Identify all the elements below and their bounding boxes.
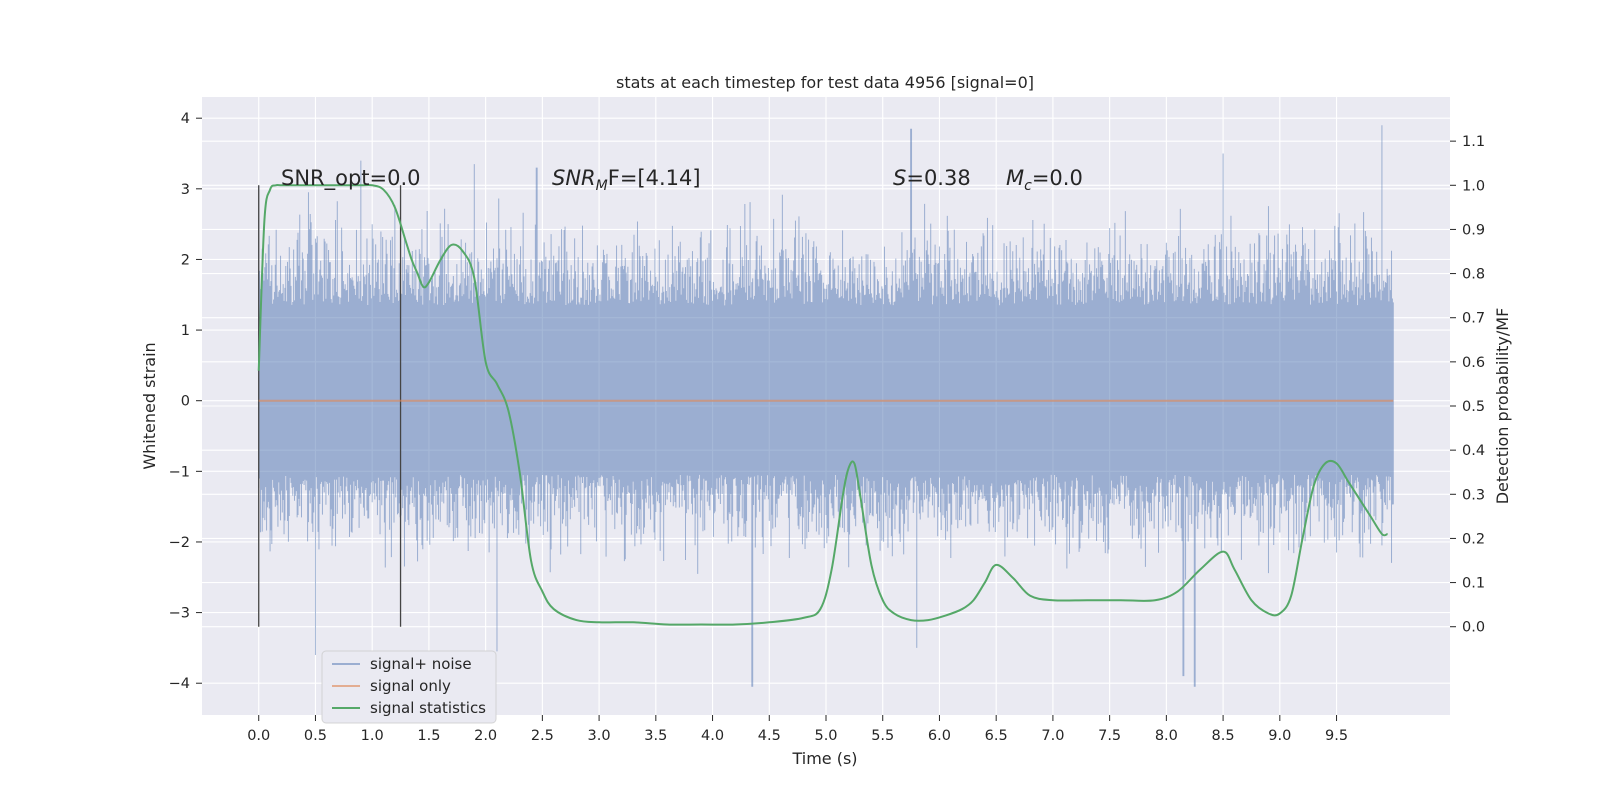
legend: signal+ noise signal only signal statist… — [321, 650, 497, 724]
x-tick-label-15: 7.5 — [1098, 728, 1121, 744]
vertical-markers — [258, 185, 402, 627]
y-tick-label-left-6: −2 — [169, 535, 190, 551]
y-tick-label-right-6: 0.5 — [1462, 399, 1485, 415]
x-tick-label-11: 5.5 — [871, 728, 894, 744]
x-tick-label-5: 2.5 — [531, 728, 554, 744]
x-tick-label-7: 3.5 — [644, 728, 667, 744]
y-tick-label-right-7: 0.4 — [1462, 443, 1485, 459]
x-tick-label-10: 5.0 — [814, 728, 837, 744]
x-tick-label-0: 0.0 — [247, 728, 270, 744]
y-tick-label-right-9: 0.2 — [1462, 531, 1485, 547]
y-tick-label-left-2: 2 — [181, 252, 190, 268]
y-tick-label-right-5: 0.6 — [1462, 355, 1485, 371]
snr-mf-annotation: SNRMF=[4.14] — [552, 166, 701, 194]
y-tick-label-right-8: 0.3 — [1462, 487, 1485, 503]
y-tick-label-right-4: 0.7 — [1462, 311, 1485, 327]
x-tick-label-19: 9.5 — [1325, 728, 1348, 744]
s-value: =0.38 — [906, 166, 970, 190]
y-tick-label-right-10: 0.1 — [1462, 576, 1485, 592]
x-tick-label-3: 1.5 — [417, 728, 440, 744]
x-axis-label: Time (s) — [791, 749, 857, 768]
chart-title: stats at each timestep for test data 495… — [616, 73, 1034, 92]
tick-layer: 0.0 0.5 1.0 1.5 2.0 2.5 3.0 3.5 4.0 4.5 5.0 5.5 6.0 6… — [169, 111, 1485, 744]
y-tick-label-right-3: 0.8 — [1462, 267, 1485, 283]
x-tick-label-2: 1.0 — [361, 728, 384, 744]
x-tick-label-12: 6.0 — [928, 728, 951, 744]
mc-subscript: c — [1024, 178, 1032, 194]
mc-symbol: M — [1006, 166, 1024, 190]
snr-mf-symbol: SNR — [552, 166, 596, 190]
x-tick-label-8: 4.0 — [701, 728, 724, 744]
s-symbol: S — [893, 166, 906, 190]
legend-label-noise: signal+ noise — [370, 655, 472, 673]
legend-label-stats: signal statistics — [370, 699, 486, 717]
legend-label-signal: signal only — [370, 677, 451, 695]
signal-statistics-series — [257, 183, 1388, 626]
x-tick-label-14: 7.0 — [1041, 728, 1064, 744]
y-tick-label-left-3: 1 — [181, 323, 190, 339]
x-tick-label-6: 3.0 — [588, 728, 611, 744]
mc-value: =0.0 — [1032, 166, 1083, 190]
x-tick-label-17: 8.5 — [1212, 728, 1235, 744]
y-axis-label-right: Detection probability/MF — [1493, 308, 1512, 505]
y-tick-label-right-1: 1.0 — [1462, 178, 1485, 194]
x-tick-label-13: 6.5 — [985, 728, 1008, 744]
legend-box — [321, 650, 497, 724]
snr-opt-annotation: SNR_opt=0.0 — [281, 166, 421, 191]
s-annotation: S=0.38 — [893, 166, 971, 190]
x-tick-label-9: 4.5 — [758, 728, 781, 744]
x-tick-label-1: 0.5 — [304, 728, 327, 744]
x-tick-label-16: 8.0 — [1155, 728, 1178, 744]
y-tick-label-left-8: −4 — [169, 676, 190, 692]
y-tick-label-left-5: −1 — [169, 464, 190, 480]
x-tick-label-4: 2.0 — [474, 728, 497, 744]
snr-mf-subscript: M — [596, 178, 608, 194]
snr-mf-value: F=[4.14] — [608, 166, 701, 190]
y-tick-label-right-2: 0.9 — [1462, 222, 1485, 238]
mc-annotation: Mc=0.0 — [1006, 166, 1083, 194]
y-tick-label-left-1: 3 — [181, 182, 190, 198]
annotations: SNR_opt=0.0 SNRMF=[4.14] S=0.38 Mc=0.0 — [281, 166, 1083, 194]
y-axis-label-left: Whitened strain — [140, 342, 159, 469]
y-tick-label-left-7: −3 — [169, 606, 190, 622]
signal-statistics-line — [257, 183, 1388, 626]
y-tick-label-left-4: 0 — [181, 394, 190, 410]
x-tick-label-18: 9.0 — [1268, 728, 1291, 744]
y-tick-label-right-0: 1.1 — [1462, 134, 1485, 150]
y-tick-label-right-11: 0.0 — [1462, 620, 1485, 636]
y-tick-label-left-0: 4 — [181, 111, 190, 127]
